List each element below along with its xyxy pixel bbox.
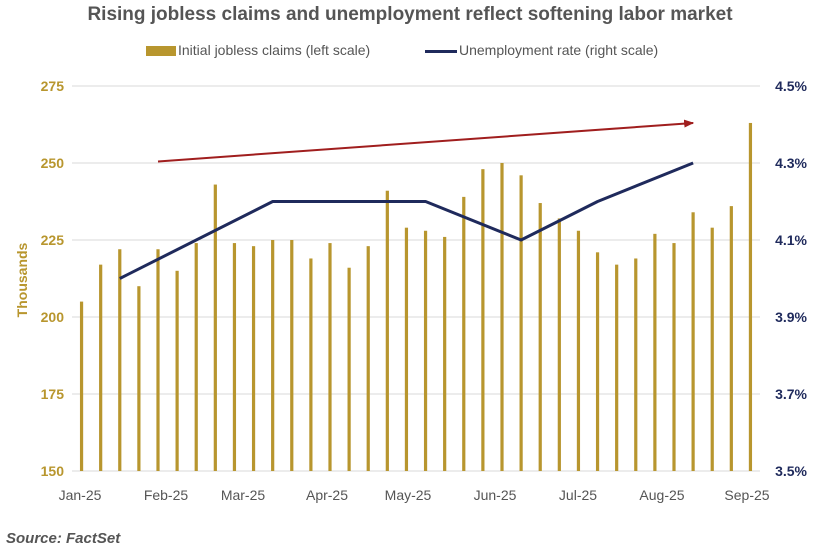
claims-bar <box>213 184 217 471</box>
claims-bar <box>156 249 160 471</box>
claims-bar <box>79 301 84 471</box>
claims-bar <box>271 240 275 471</box>
x-tick-label: Aug-25 <box>639 487 684 503</box>
legend-line-label: Unemployment rate (right scale) <box>459 42 659 58</box>
claims-bar <box>653 233 657 471</box>
claims-bar <box>232 243 237 471</box>
claims-bar <box>385 190 389 471</box>
claims-bar <box>194 243 198 471</box>
claims-bar <box>538 203 542 472</box>
left-tick-label: 225 <box>41 232 65 248</box>
claims-bar <box>443 236 447 471</box>
right-tick-label: 4.3% <box>775 155 807 171</box>
claims-bar <box>290 240 294 471</box>
x-tick-label: Jan-25 <box>59 487 102 503</box>
left-tick-label: 200 <box>41 309 65 325</box>
x-tick-label: Jul-25 <box>559 487 597 503</box>
claims-bar <box>710 227 714 471</box>
claims-bar <box>595 252 600 471</box>
claims-bar <box>366 246 370 471</box>
x-tick-label: Mar-25 <box>221 487 266 503</box>
unemployment-line <box>119 161 694 280</box>
claims-bar <box>500 163 504 471</box>
claims-bar <box>404 227 409 471</box>
right-tick-label: 3.9% <box>775 309 807 325</box>
left-tick-label: 250 <box>41 155 65 171</box>
x-tick-label: Sep-25 <box>724 487 769 503</box>
x-tick-label: Apr-25 <box>306 487 348 503</box>
claims-bar <box>748 122 753 472</box>
claims-bar <box>672 243 676 471</box>
claims-bar <box>557 218 561 471</box>
claims-bar <box>691 212 695 471</box>
right-tick-label: 3.7% <box>775 386 807 402</box>
claims-bar <box>615 264 619 471</box>
left-tick-label: 275 <box>41 78 65 94</box>
claims-bar <box>99 264 103 471</box>
claims-bar <box>481 169 485 471</box>
claims-bar <box>462 196 466 471</box>
claims-bar <box>328 243 332 471</box>
legend-line-swatch <box>425 50 457 53</box>
claims-bar <box>137 286 141 471</box>
y-axis-label: Thousands <box>14 242 30 317</box>
left-tick-label: 150 <box>41 463 65 479</box>
claims-bar <box>309 258 313 471</box>
right-tick-label: 3.5% <box>775 463 807 479</box>
x-tick-label: Jun-25 <box>474 487 517 503</box>
legend-bar-label: Initial jobless claims (left scale) <box>178 42 371 58</box>
claims-bar <box>519 175 523 471</box>
right-tick-label: 4.5% <box>775 78 807 94</box>
claims-bar <box>347 267 351 471</box>
trend-arrow <box>157 119 695 163</box>
claims-bar <box>251 246 256 471</box>
claims-bar <box>423 230 428 471</box>
legend-bar-swatch <box>146 46 176 56</box>
x-tick-label: Feb-25 <box>144 487 189 503</box>
claims-bar <box>729 206 733 471</box>
source-note: Source: FactSet <box>6 530 121 547</box>
claims-bar <box>175 270 179 471</box>
claims-bar <box>634 258 638 471</box>
left-tick-label: 175 <box>41 386 65 402</box>
claims-bar <box>576 230 581 471</box>
chart-title: Rising jobless claims and unemployment r… <box>87 4 733 25</box>
x-tick-label: May-25 <box>385 487 432 503</box>
claims-bar <box>118 249 122 471</box>
legend: Initial jobless claims (left scale) Unem… <box>0 40 820 60</box>
right-tick-label: 4.1% <box>775 232 807 248</box>
